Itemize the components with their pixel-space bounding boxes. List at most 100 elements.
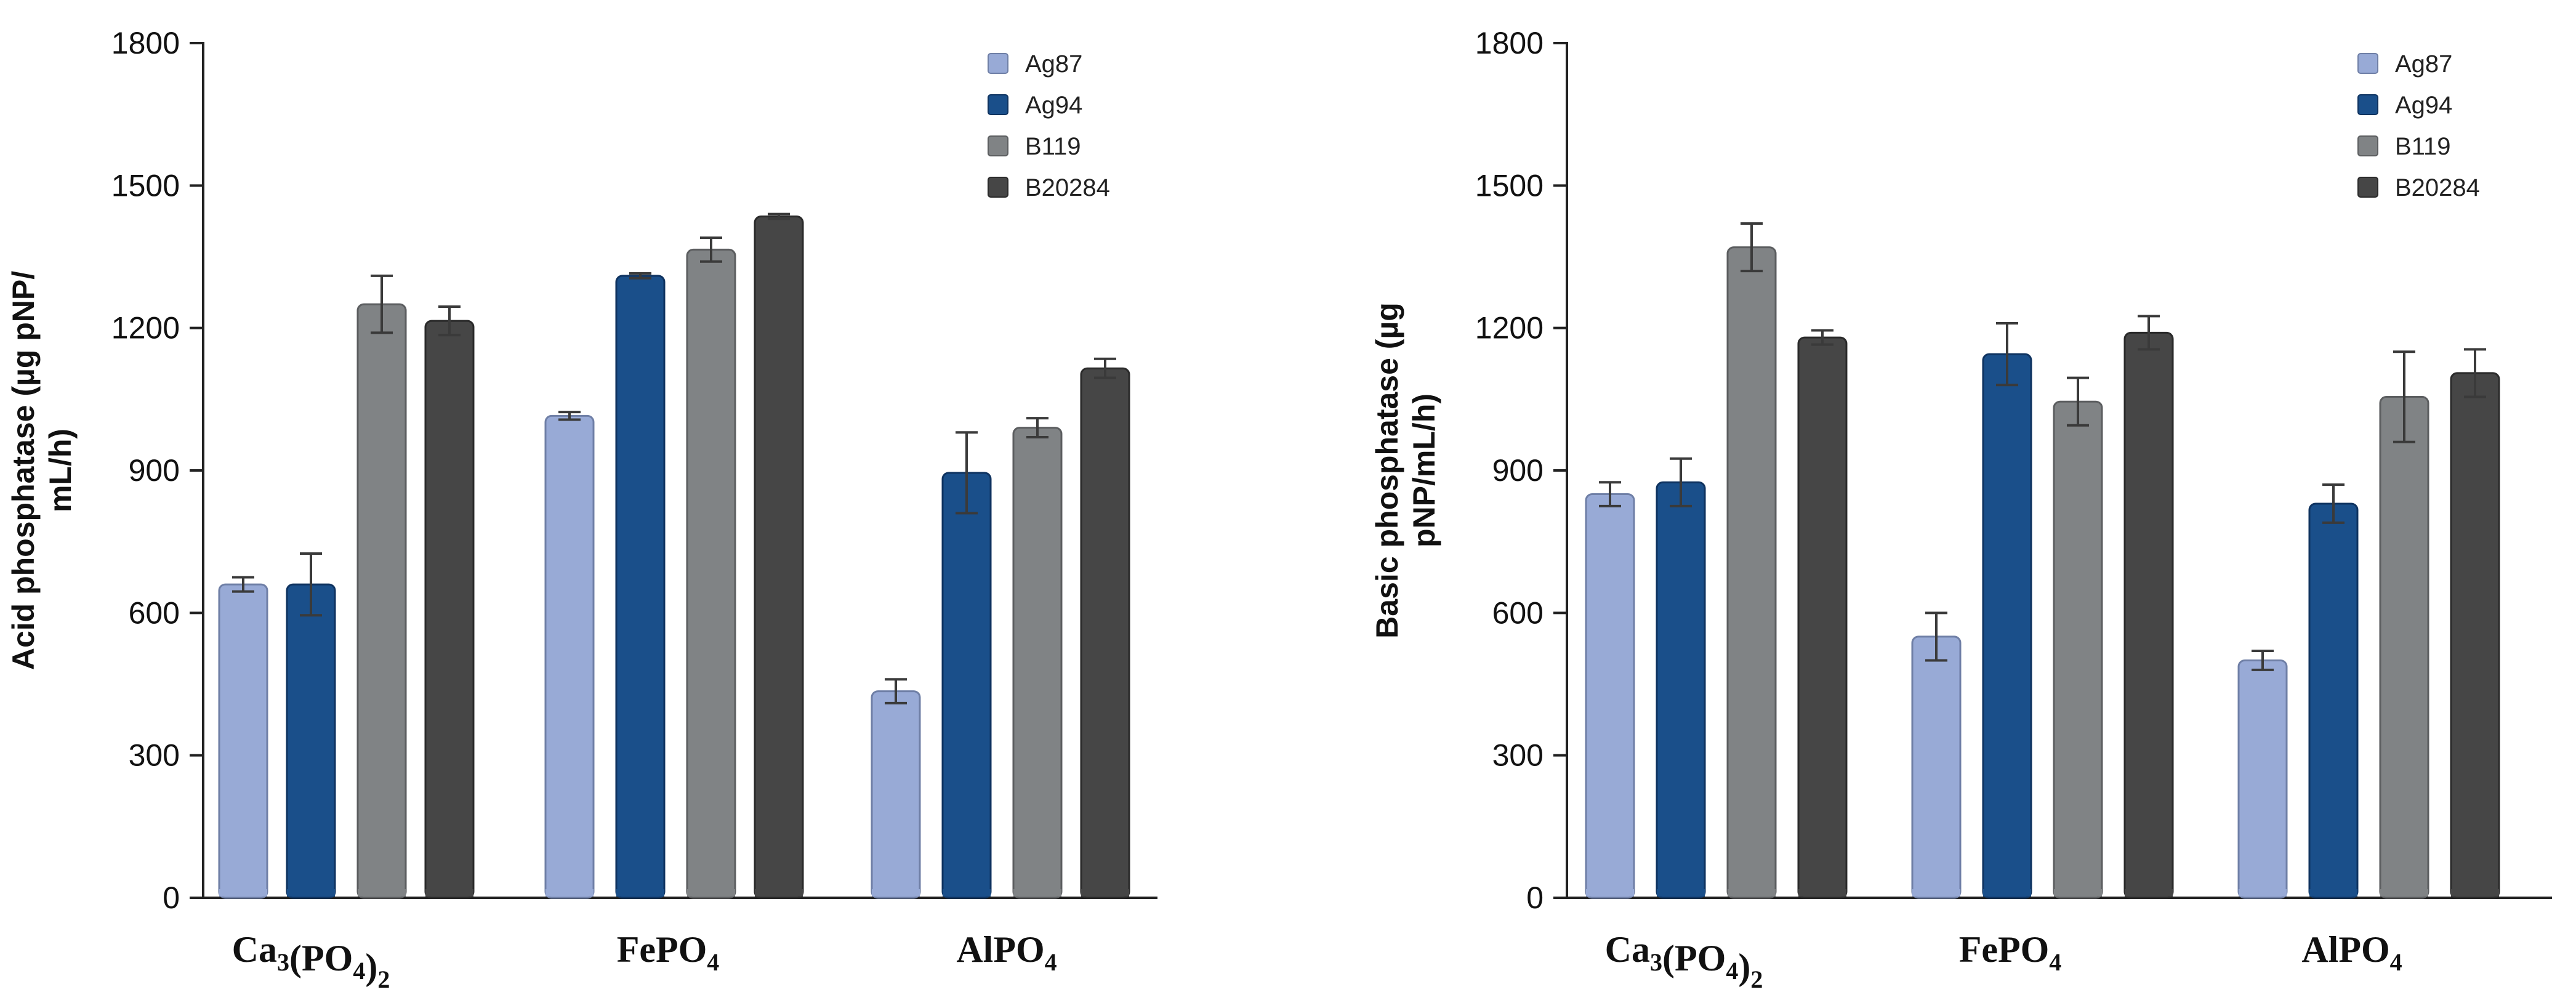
bar-base bbox=[2380, 889, 2428, 897]
bar-base bbox=[2125, 889, 2173, 897]
error-bar-ag87-ca3-po4-2 bbox=[232, 576, 254, 593]
y-tick-label: 900 bbox=[1492, 453, 1544, 488]
bar-b119-fepo4 bbox=[2053, 400, 2103, 899]
error-bar-b119-alpo4 bbox=[2393, 350, 2415, 443]
legend-swatch-b20284 bbox=[988, 177, 1008, 198]
category-label-fepo4: FePO4 bbox=[617, 929, 720, 976]
bar-base bbox=[1728, 889, 1776, 897]
error-bar-ag87-alpo4 bbox=[885, 678, 907, 704]
bar-ag94-ca3-po4-2 bbox=[1656, 481, 1706, 899]
bar-b119-alpo4 bbox=[1012, 427, 1063, 899]
error-bar-b20284-ca3-po4-2 bbox=[1811, 329, 1833, 346]
legend-label-b20284: B20284 bbox=[1025, 174, 1110, 201]
error-bar-ag87-fepo4 bbox=[558, 411, 581, 421]
category-label-ca3-po4-2: Ca3(PO4)2 bbox=[232, 929, 390, 992]
y-tick-label: 600 bbox=[1492, 595, 1544, 630]
bar-b20284-fepo4 bbox=[2123, 331, 2174, 899]
y-axis-title-line-1: Acid phosphatase (µg pNP/ bbox=[6, 271, 41, 670]
legend-label-b119: B119 bbox=[2395, 133, 2450, 160]
bar-base bbox=[616, 889, 664, 897]
error-bar-ag87-fepo4 bbox=[1925, 611, 1947, 662]
acid-phosphatase-chart: 0 300 600 900 1200 1500 1800 Acid phosphatase (… bbox=[6, 26, 1157, 992]
error-bar-ag94-fepo4 bbox=[1996, 321, 2018, 387]
bar-base bbox=[2451, 889, 2499, 897]
bar-base bbox=[1081, 889, 1129, 897]
y-tick-label: 0 bbox=[1526, 881, 1544, 915]
bar-base bbox=[1798, 889, 1846, 897]
legend-label-ag87: Ag87 bbox=[1025, 50, 1082, 78]
bar-ag94-alpo4 bbox=[2308, 502, 2359, 899]
bar-ag87-fepo4 bbox=[1911, 635, 1962, 899]
y-axis-title-line-2: mL/h) bbox=[43, 429, 78, 512]
legend-swatch-b119 bbox=[2357, 135, 2378, 156]
error-bar-b119-fepo4 bbox=[700, 236, 722, 263]
legend-label-ag94: Ag94 bbox=[1025, 92, 1082, 119]
bar-base bbox=[872, 889, 920, 897]
legend-label-ag94: Ag94 bbox=[2395, 92, 2452, 119]
category-label-fepo4: FePO4 bbox=[1959, 929, 2062, 976]
error-bar-b20284-ca3-po4-2 bbox=[438, 305, 461, 337]
bar-b119-fepo4 bbox=[686, 248, 736, 899]
bar-base bbox=[1657, 889, 1705, 897]
bar-b20284-fepo4 bbox=[754, 215, 804, 899]
bar-b119-alpo4 bbox=[2379, 395, 2429, 899]
legend-swatch-ag94 bbox=[2357, 94, 2378, 115]
bar-b119-ca3-po4-2 bbox=[356, 303, 407, 899]
bar-base bbox=[1912, 889, 1960, 897]
y-tick-label: 600 bbox=[129, 595, 180, 630]
bar-ag87-ca3-po4-2 bbox=[218, 583, 268, 899]
error-bar-b119-ca3-po4-2 bbox=[371, 274, 393, 334]
bar-base bbox=[755, 889, 803, 897]
error-bar-ag94-alpo4 bbox=[956, 431, 978, 515]
y-axis-title-line-2: pNP/mL/h) bbox=[1407, 393, 1441, 547]
legend-swatch-b20284 bbox=[2357, 177, 2378, 198]
bar-b119-ca3-po4-2 bbox=[1726, 246, 1777, 899]
bar-base bbox=[287, 889, 335, 897]
bar-base bbox=[2054, 889, 2102, 897]
bar-base bbox=[2309, 889, 2357, 897]
legend-swatch-ag87 bbox=[2357, 53, 2378, 74]
bar-ag87-alpo4 bbox=[871, 690, 921, 899]
error-bar-b20284-alpo4 bbox=[1094, 357, 1116, 379]
error-bar-ag87-alpo4 bbox=[2252, 650, 2274, 671]
bar-b20284-ca3-po4-2 bbox=[1797, 336, 1848, 899]
bar-ag87-fepo4 bbox=[544, 414, 595, 899]
bar-base bbox=[2239, 889, 2287, 897]
legend-label-b20284: B20284 bbox=[2395, 174, 2480, 201]
y-tick-label: 1200 bbox=[1475, 311, 1544, 345]
bar-base bbox=[687, 889, 735, 897]
bar-base bbox=[943, 889, 991, 897]
y-tick-label: 900 bbox=[129, 453, 180, 488]
y-axis-title-line-1: Basic phosphatase (µg bbox=[1370, 302, 1404, 639]
error-bar-ag87-ca3-po4-2 bbox=[1599, 481, 1621, 507]
legend-label-b119: B119 bbox=[1025, 133, 1081, 160]
bar-base bbox=[545, 889, 594, 897]
error-bar-b20284-fepo4 bbox=[2138, 315, 2160, 351]
bar-base bbox=[1013, 889, 1061, 897]
legend-swatch-ag94 bbox=[988, 94, 1008, 115]
bar-ag87-ca3-po4-2 bbox=[1585, 493, 1635, 899]
bar-base bbox=[219, 889, 267, 897]
y-tick-label: 1800 bbox=[111, 26, 180, 60]
error-bar-b119-alpo4 bbox=[1026, 417, 1049, 439]
y-tick-label: 1500 bbox=[1475, 168, 1544, 203]
y-tick-label: 1500 bbox=[111, 168, 180, 203]
y-tick-label: 300 bbox=[129, 738, 180, 773]
bar-ag94-alpo4 bbox=[941, 472, 992, 899]
error-bar-b20284-fepo4 bbox=[768, 212, 790, 220]
bar-b20284-ca3-po4-2 bbox=[424, 320, 475, 899]
category-label-alpo4: AlPO4 bbox=[956, 929, 1057, 976]
y-tick-label: 1800 bbox=[1475, 26, 1544, 60]
error-bar-ag94-ca3-po4-2 bbox=[1670, 457, 1692, 507]
y-tick-label: 300 bbox=[1492, 738, 1544, 773]
bar-ag94-fepo4 bbox=[615, 275, 666, 899]
bar-b20284-alpo4 bbox=[1080, 367, 1130, 899]
y-tick-label: 1200 bbox=[111, 311, 180, 345]
error-bar-ag94-fepo4 bbox=[629, 272, 651, 280]
bar-base bbox=[1586, 889, 1634, 897]
error-bar-b20284-alpo4 bbox=[2464, 348, 2486, 398]
bar-ag94-fepo4 bbox=[1982, 353, 2032, 899]
error-bar-b119-fepo4 bbox=[2067, 376, 2089, 427]
error-bar-ag94-ca3-po4-2 bbox=[300, 552, 322, 617]
